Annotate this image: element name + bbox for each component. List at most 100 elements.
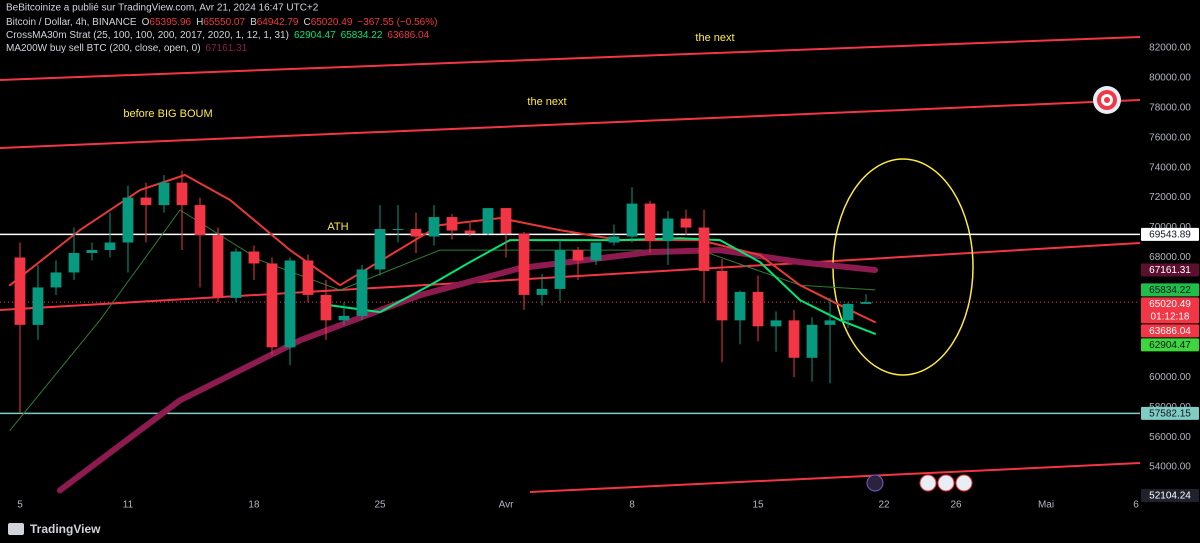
trend-line [0,36,1141,81]
candle-body [428,217,440,237]
candle-body [500,208,512,234]
target-icon [1104,97,1110,103]
publish-header: BeBitcoinize a publié sur TradingView.co… [6,3,319,14]
candle-body [482,208,494,234]
candle-body [284,260,296,348]
price-tag [1141,488,1199,502]
price-tag-label: 57582.15 [1149,408,1191,419]
indicator-line [8,174,876,324]
candle-body [554,249,566,289]
x-tick-label: 22 [878,500,890,511]
trend-line [529,462,1141,493]
footer-bar [0,516,1200,543]
candle-body [572,249,584,261]
price-tag-label: 65834.22 [1149,285,1191,296]
price-tag [1141,406,1199,420]
candle-body [518,233,530,295]
candle-body [158,182,170,206]
legend-item: C [303,17,310,28]
x-tick-label: 6 [1133,500,1139,511]
y-tick-label: 80000.00 [1149,72,1191,83]
candle-body [356,269,368,316]
header-bar [0,0,1200,14]
legend-item: 62904.47 [294,30,336,41]
candle-body [842,303,854,321]
legend-item: MA200W buy sell BTC (200, close, open, 0… [6,43,201,54]
trend-line [0,99,1141,149]
event-icon[interactable] [866,474,884,492]
candle-body [662,218,674,242]
annotation: ATH [327,221,348,233]
y-tick-label: 54000.00 [1149,462,1191,473]
candle-body [806,324,818,358]
candle-body [248,251,260,264]
candle-body [194,205,206,236]
candle-body [698,227,710,271]
legend-line: CrossMA30m Strat (25, 100, 100, 200, 201… [6,30,430,41]
candle-body [14,257,26,325]
legend-item: −367.55 (−0.56%) [357,17,437,28]
legend: Bitcoin / Dollar, 4h, BINANCE O65395.96 H6… [6,17,437,54]
indicator-line [329,237,876,335]
legend-item: O [142,17,150,28]
price-tag-label: 65020.49 [1149,299,1191,310]
price-tag [1141,283,1199,297]
legend-item: 65020.49 [311,17,353,28]
y-tick-label: 76000.00 [1149,132,1191,143]
candle-body [140,197,152,206]
plot-area: the next the next before BIG BOUM ATH [0,32,1141,494]
annotation: the next [695,32,734,44]
candle-body [680,218,692,228]
time-axis [0,497,1140,516]
trend-line [0,242,1141,311]
x-tick-label: 15 [752,500,764,511]
legend-item: B [250,17,257,28]
event-icon[interactable] [955,474,973,492]
candle-body [824,320,836,325]
legend-line: MA200W buy sell BTC (200, close, open, 0… [6,43,248,54]
x-tick-label: 26 [950,500,962,511]
legend-item: 67161.31 [206,43,248,54]
candle-body [392,229,404,231]
legend-item: 65395.96 [149,17,191,28]
candle-body [266,263,278,348]
footer-logo [8,523,24,535]
legend-item: 64942.79 [257,17,299,28]
x-tick-label: 18 [248,500,260,511]
y-tick-label: 68000.00 [1149,252,1191,263]
candle-body [68,252,80,273]
candle-body [122,197,134,243]
legend-item: CrossMA30m Strat (25, 100, 100, 200, 201… [6,30,289,41]
candle-body [32,287,44,325]
legend-item: 63686.04 [387,30,429,41]
x-tick-label: 25 [374,500,386,511]
annotation: the next [527,96,566,108]
legend-item: H [196,17,203,28]
candle-body [734,291,746,321]
event-icon[interactable] [919,474,937,492]
footer-brand: TradingView [30,522,101,536]
candle-body [302,260,314,295]
candle-body [536,288,548,295]
candle-body [212,235,224,298]
x-tick-label: 11 [123,500,134,511]
candle-body [86,249,98,253]
price-tag [1141,324,1199,338]
legend-item: 65550.07 [203,17,245,28]
candle-body [320,294,332,321]
event-icon[interactable] [937,474,955,492]
candle-body [338,315,350,321]
candle-body [626,203,638,237]
candle-body [860,302,872,304]
legend-line: Bitcoin / Dollar, 4h, BINANCE O65395.96 H6… [6,17,437,28]
candle-body [716,270,728,321]
candle-body [410,229,422,237]
candle-body [230,251,242,298]
legend-item: Bitcoin / Dollar, 4h, BINANCE [6,17,137,28]
candle-body [752,291,764,327]
candle-body [608,236,620,243]
candle-body [788,320,800,358]
price-countdown: 01:12:18 [1151,312,1190,323]
price-tag-label: 63686.04 [1149,326,1191,337]
